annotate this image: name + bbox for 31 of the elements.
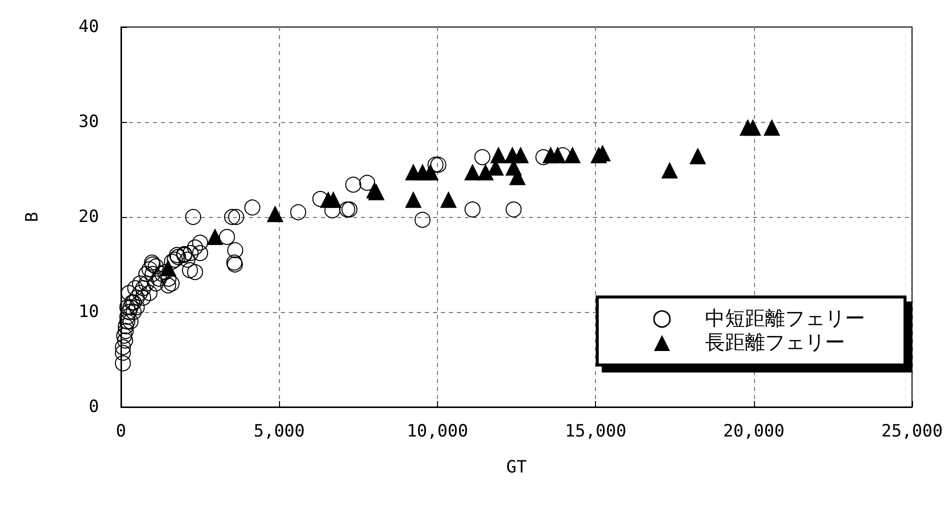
point [490, 147, 506, 164]
point [422, 164, 438, 180]
x-tick-label: 15,000 [564, 422, 626, 442]
x-tick-label: 10,000 [406, 422, 468, 442]
y-axis-title: B [22, 212, 42, 222]
point [477, 164, 494, 180]
legend-label: 中短距離フェリー [705, 308, 865, 330]
x-tick-label: 5,000 [254, 422, 305, 442]
y-tick-label: 10 [78, 302, 99, 322]
point [160, 260, 176, 276]
point [267, 206, 284, 222]
point [464, 164, 481, 180]
y-tick-label: 20 [78, 207, 99, 227]
x-tick-label: 25,000 [881, 422, 943, 442]
legend-label: 長距離フェリー [705, 332, 845, 354]
y-tick-label: 40 [78, 17, 99, 37]
point [550, 147, 566, 164]
point [564, 147, 581, 164]
point [325, 192, 342, 208]
point [440, 192, 456, 208]
x-axis-title: GT [506, 458, 527, 478]
point [206, 228, 223, 245]
point [405, 192, 422, 208]
point [764, 120, 780, 136]
point [744, 120, 761, 136]
x-tick-label: 0 [116, 422, 126, 442]
y-tick-label: 0 [88, 397, 99, 417]
point [662, 162, 678, 178]
y-tick-label: 30 [78, 112, 99, 132]
point [690, 148, 706, 164]
x-tick-label: 20,000 [723, 422, 785, 442]
